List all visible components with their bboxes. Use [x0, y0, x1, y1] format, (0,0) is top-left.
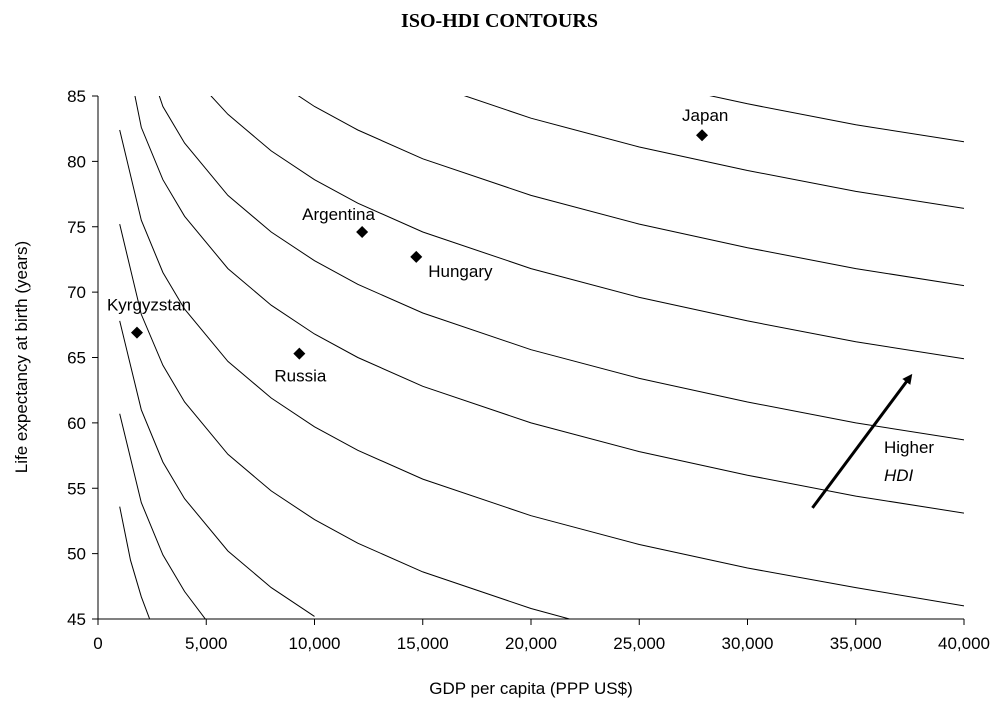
annotation-higher: Higher [884, 438, 934, 457]
point-label-japan: Japan [682, 106, 728, 125]
contour-line-9 [297, 96, 964, 287]
contour-line-8 [210, 96, 964, 360]
contour-line-4 [119, 223, 572, 619]
x-axis-title: GDP per capita (PPP US$) [429, 679, 632, 698]
y-tick-label: 45 [67, 610, 86, 629]
y-tick-label: 50 [67, 545, 86, 564]
higher-hdi-arrow [811, 373, 913, 509]
y-tick-label: 75 [67, 218, 86, 237]
data-point-japan [696, 129, 709, 142]
y-tick-label: 85 [67, 87, 86, 106]
data-point-russia [293, 347, 306, 360]
contour-line-5 [119, 129, 964, 607]
y-axis-title: Life expectancy at birth (years) [12, 241, 31, 473]
point-label-argentina: Argentina [302, 205, 375, 224]
contour-line-6 [134, 96, 964, 514]
y-tick-label: 80 [67, 152, 86, 171]
y-tick-label: 70 [67, 283, 86, 302]
contour-line-1 [119, 506, 151, 619]
x-tick-label: 25,000 [613, 634, 665, 653]
x-tick-label: 30,000 [722, 634, 774, 653]
contour-line-7 [158, 96, 964, 441]
annotation-hdi: HDI [884, 466, 914, 485]
x-tick-label: 35,000 [830, 634, 882, 653]
data-point-argentina [356, 225, 369, 238]
x-tick-label: 0 [93, 634, 102, 653]
contour-line-11 [709, 96, 964, 143]
points-group: Japan Argentina Hungary Kyrgyzstan Russia [107, 106, 728, 385]
x-ticks: 0 5,000 10,000 15,000 20,000 25,000 30,000 35,0… [93, 619, 990, 653]
y-tick-label: 65 [67, 349, 86, 368]
y-tick-label: 55 [67, 479, 86, 498]
contour-group [119, 96, 964, 619]
point-label-kyrgyzstan: Kyrgyzstan [107, 296, 191, 315]
x-tick-label: 20,000 [505, 634, 557, 653]
x-tick-label: 10,000 [289, 634, 341, 653]
point-label-russia: Russia [274, 367, 327, 386]
contour-line-10 [463, 96, 964, 209]
y-tick-label: 60 [67, 414, 86, 433]
data-point-hungary [410, 250, 423, 263]
y-ticks: 45 50 55 60 65 70 75 80 85 [67, 87, 98, 629]
contour-line-2 [119, 413, 206, 619]
contour-line-3 [119, 320, 315, 617]
x-tick-label: 40,000 [938, 634, 990, 653]
x-tick-label: 15,000 [397, 634, 449, 653]
x-tick-label: 5,000 [185, 634, 228, 653]
point-label-hungary: Hungary [428, 262, 493, 281]
data-point-kyrgyzstan [130, 326, 143, 339]
chart-title: ISO-HDI CONTOURS [401, 10, 598, 32]
